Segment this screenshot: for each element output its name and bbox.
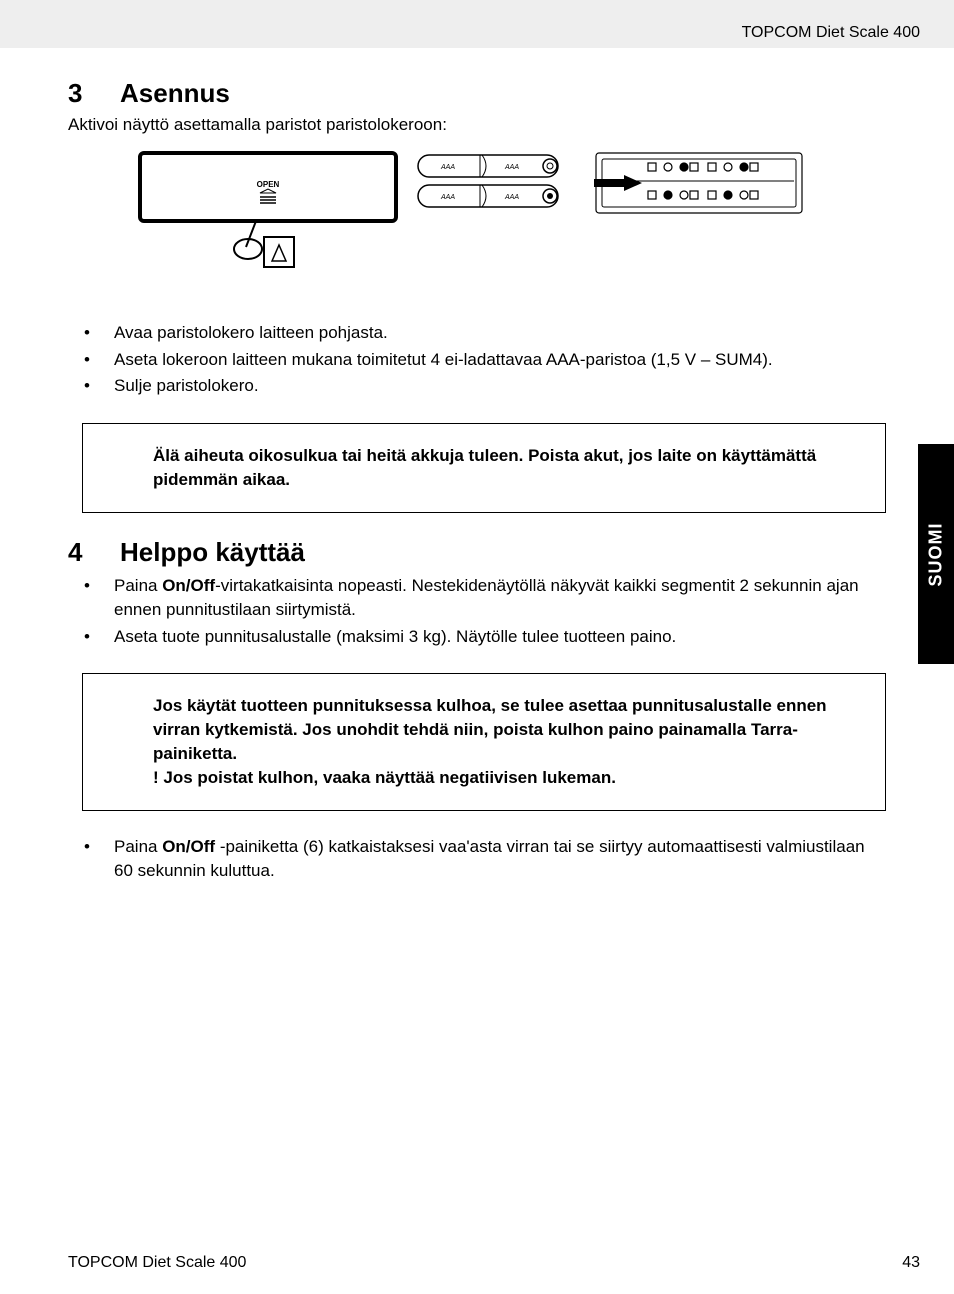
svg-text:AAA: AAA: [440, 164, 455, 171]
language-tab: SUOMI: [918, 444, 954, 664]
insert-diagram: [594, 151, 804, 219]
section-4-note: Jos käytät tuotteen punnituksessa kulhoa…: [82, 673, 886, 810]
svg-text:AAA: AAA: [504, 164, 519, 171]
open-label: OPEN: [257, 180, 280, 189]
section-3-intro: Aktivoi näyttö asettamalla paristot pari…: [68, 115, 886, 135]
section-number: 4: [68, 537, 90, 568]
list-item: Sulje paristolokero.: [100, 374, 886, 399]
section-title: Helppo käyttää: [120, 537, 305, 568]
page-footer: TOPCOM Diet Scale 400 43: [68, 1254, 920, 1272]
section-4-heading: 4 Helppo käyttää: [68, 537, 886, 568]
page-content: 3 Asennus Aktivoi näyttö asettamalla par…: [0, 48, 954, 884]
section-4-bullets-top: Paina On/Off-virtakatkaisinta nopeasti. …: [68, 574, 886, 650]
section-title: Asennus: [120, 78, 230, 109]
language-label: SUOMI: [926, 522, 947, 586]
section-4-bullets-bottom: Paina On/Off -painiketta (6) katkaistaks…: [68, 835, 886, 884]
header-product-name: TOPCOM Diet Scale 400: [742, 24, 920, 42]
note-line: Jos käytät tuotteen punnituksessa kulhoa…: [153, 694, 871, 765]
section-number: 3: [68, 78, 90, 109]
list-item: Avaa paristolokero laitteen pohjasta.: [100, 321, 886, 346]
note-text: Älä aiheuta oikosulkua tai heitä akkuja …: [153, 446, 816, 489]
section-3-heading: 3 Asennus: [68, 78, 886, 109]
svg-text:AAA: AAA: [504, 194, 519, 201]
svg-text:AAA: AAA: [440, 194, 455, 201]
list-item: Aseta lokeroon laitteen mukana toimitetu…: [100, 348, 886, 373]
section-3-bullets: Avaa paristolokero laitteen pohjasta. As…: [68, 321, 886, 399]
list-item: Paina On/Off -painiketta (6) katkaistaks…: [100, 835, 886, 884]
footer-product: TOPCOM Diet Scale 400: [68, 1254, 246, 1272]
section-3-note: Älä aiheuta oikosulkua tai heitä akkuja …: [82, 423, 886, 513]
header-bar: TOPCOM Diet Scale 400: [0, 0, 954, 48]
battery-figure-row: OPEN AAA AAA: [138, 151, 886, 281]
batteries-diagram: AAA AAA AAA AAA: [416, 151, 576, 219]
list-item: Aseta tuote punnitusalustalle (maksimi 3…: [100, 625, 886, 650]
battery-compartment-diagram: OPEN: [138, 151, 398, 281]
note-line: ! Jos poistat kulhon, vaaka näyttää nega…: [153, 766, 871, 790]
list-item: Paina On/Off-virtakatkaisinta nopeasti. …: [100, 574, 886, 623]
page-number: 43: [902, 1254, 920, 1272]
